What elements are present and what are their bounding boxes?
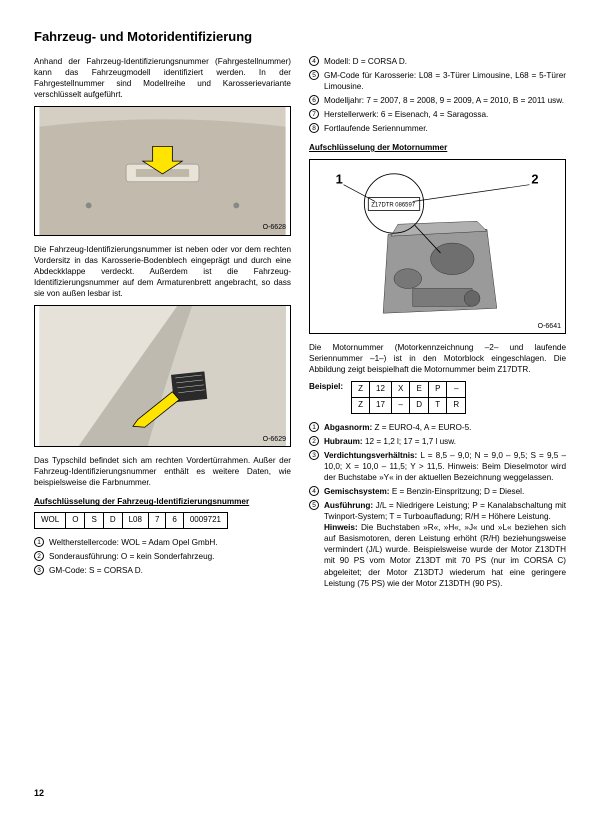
page-title: Fahrzeug- und Motoridentifizierung (34, 28, 566, 46)
callout-1: 1 (336, 172, 343, 187)
list-item: 3 Verdichtungsverhältnis: L = 8,5 – 9,0;… (309, 450, 566, 483)
circled-number: 2 (34, 551, 44, 561)
left-column: Anhand der Fahrzeug-Identifizierungsnumm… (34, 56, 291, 592)
list-item: 5 GM-Code für Karosserie: L08 = 3-Türer … (309, 70, 566, 92)
engine-example-table: Z12X EP– Z17– DTR (351, 381, 466, 414)
svg-text:Z17DTR 086597: Z17DTR 086597 (371, 202, 415, 208)
page-number: 12 (34, 787, 44, 799)
two-column-layout: Anhand der Fahrzeug-Identifizierungsnumm… (34, 56, 566, 592)
figure-type-plate: O-6629 (34, 305, 291, 447)
subhead-vin-breakdown: Aufschlüsselung der Fahrzeug-Identifizie… (34, 496, 291, 507)
callout-2: 2 (531, 172, 538, 187)
figure-engine: Z17DTR 086597 1 2 O-6641 (309, 159, 566, 334)
circled-number: 4 (309, 486, 319, 496)
list-item: 1 Welthersteller­code: WOL = Adam Opel G… (34, 537, 291, 548)
circled-number: 2 (309, 436, 319, 446)
subhead-engine-number: Aufschlüsselung der Motornummer (309, 142, 566, 153)
list-item: 8 Fortlaufende Seriennummer. (309, 123, 566, 134)
list-item: 1 Abgasnorm: Z = EURO-4, A = EURO-5. (309, 422, 566, 433)
figure-label: O-6629 (263, 435, 286, 444)
circled-number: 1 (34, 537, 44, 547)
circled-number: 4 (309, 56, 319, 66)
paragraph-type-plate: Das Typschild befindet sich am rechten V… (34, 455, 291, 488)
circled-number: 1 (309, 422, 319, 432)
circled-number: 5 (309, 500, 319, 510)
list-item: 6 Modelljahr: 7 = 2007, 8 = 2008, 9 = 20… (309, 95, 566, 106)
vin-table: WOL O S D L08 7 6 0009721 (34, 512, 228, 529)
list-item: 2 Sonderausführung: O = kein Sonderfahrz… (34, 551, 291, 562)
circled-number: 8 (309, 123, 319, 133)
list-item: 7 Herstellerwerk: 6 = Eisenach, 4 = Sara… (309, 109, 566, 120)
intro-paragraph: Anhand der Fahrzeug-Identifizierungsnumm… (34, 56, 291, 100)
circled-number: 6 (309, 95, 319, 105)
example-label: Beispiel: (309, 381, 343, 392)
circled-number: 3 (309, 450, 319, 460)
right-column: 4 Modell: D = CORSA D. 5 GM-Code für Kar… (309, 56, 566, 592)
paragraph-engine-number: Die Motornummer (Motorkennzeichnung –2– … (309, 342, 566, 375)
list-item: 5 Ausführung: J/L = Niedrigere Leistung;… (309, 500, 566, 589)
circled-number: 7 (309, 109, 319, 119)
circled-number: 3 (34, 565, 44, 575)
figure-label: O-6641 (538, 322, 561, 331)
list-item: 3 GM-Code: S = CORSA D. (34, 565, 291, 576)
list-item: 4 Gemischsystem: E = Benzin-Einspritzung… (309, 486, 566, 497)
list-item: 4 Modell: D = CORSA D. (309, 56, 566, 67)
circled-number: 5 (309, 70, 319, 80)
figure-label: O-6628 (263, 223, 286, 232)
list-item: 2 Hubraum: 12 = 1,2 l; 17 = 1,7 l usw. (309, 436, 566, 447)
paragraph-vin-location: Die Fahrzeug-Identifizierungsnummer ist … (34, 244, 291, 299)
figure-vin-floor: O-6628 (34, 106, 291, 236)
